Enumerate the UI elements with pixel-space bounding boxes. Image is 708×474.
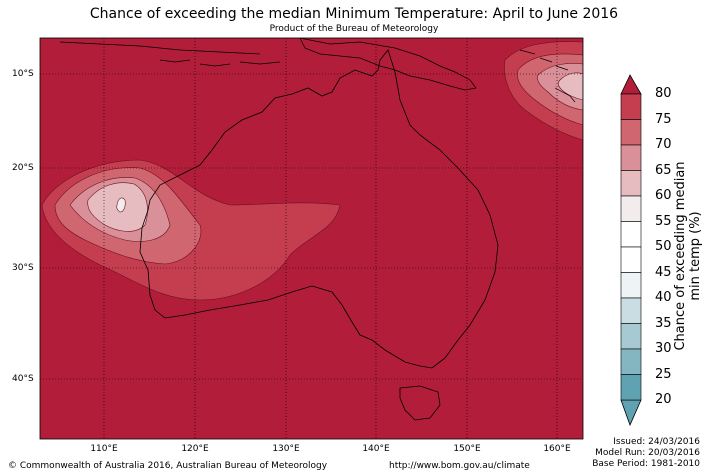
colorbar-top-arrow: [620, 74, 642, 95]
colorbar-segment: [620, 170, 642, 197]
colorbar-label: Chance of exceeding median min temp (%): [673, 161, 703, 351]
colorbar-tick-label: 40: [655, 290, 672, 305]
colorbar-tick-label: 75: [655, 111, 672, 127]
colorbar-tick-label: 45: [655, 264, 672, 280]
copyright-text: © Commonwealth of Australia 2016, Austra…: [8, 461, 328, 471]
colorbar-segment: [620, 374, 642, 401]
colorbar-tick-label: 65: [655, 162, 672, 178]
new-guinea-coastline: [299, 38, 477, 91]
colorbar-tick-label: 80: [655, 86, 672, 101]
colorbar-segment: [620, 195, 642, 222]
colorbar-tick-label: 30: [655, 341, 672, 356]
colorbar-tick-label: 25: [655, 366, 672, 382]
colorbar-tick-label: 55: [655, 213, 672, 229]
colorbar-tick-label: 35: [655, 315, 672, 331]
lat-label-10s: 10°S: [12, 69, 34, 79]
tasmania-coastline: [399, 385, 441, 421]
issue-info: Issued: 24/03/2016 Model Run: 20/03/2016…: [592, 437, 700, 470]
colorbar-segment: [620, 246, 642, 273]
chart-title: Chance of exceeding the median Minimum T…: [89, 6, 619, 22]
colorbar-tick-label: 50: [655, 239, 672, 254]
colorbar-tick-label: 70: [655, 137, 672, 152]
colorbar-segment: [620, 348, 642, 375]
colorbar-segment: [620, 272, 642, 299]
issued-date: Issued: 24/03/2016: [613, 437, 700, 447]
colorbar-segment: [620, 221, 642, 248]
lat-label-40s: 40°S: [12, 374, 34, 384]
colorbar-segment: [620, 297, 642, 324]
chart-subtitle: Product of the Bureau of Meteorology: [269, 24, 439, 34]
australia-coastline: [139, 49, 499, 369]
lat-label-20s: 20°S: [12, 163, 34, 173]
colorbar-segment: [620, 93, 642, 120]
lat-label-30s: 30°S: [12, 263, 34, 273]
contour-60-east: [557, 72, 583, 101]
colorbar: [620, 74, 642, 427]
colorbar-segment: [620, 323, 642, 350]
source-url[interactable]: http://www.bom.gov.au/climate: [389, 461, 530, 471]
base-period: Base Period: 1981-2010: [592, 459, 700, 469]
indonesia-islands: [59, 41, 281, 67]
solomon-islands: [519, 49, 569, 71]
contour-55-west: [116, 197, 126, 213]
lon-label-130e: 130°E: [272, 444, 300, 454]
lon-label-140e: 140°E: [362, 444, 390, 454]
model-run-date: Model Run: 20/03/2016: [595, 448, 700, 458]
new-caledonia-coastline: [554, 87, 576, 103]
map-frame: [39, 37, 584, 440]
colorbar-tick-label: 60: [655, 188, 672, 203]
colorbar-segment: [620, 119, 642, 146]
lon-label-150e: 150°E: [453, 444, 481, 454]
colorbar-bottom-arrow: [620, 399, 642, 427]
colorbar-tick-label: 20: [655, 392, 672, 407]
lon-label-160e: 160°E: [543, 444, 571, 454]
colorbar-segment: [620, 144, 642, 171]
lon-label-110e: 110°E: [90, 444, 118, 454]
lon-label-120e: 120°E: [181, 444, 209, 454]
graticule: [40, 38, 583, 439]
